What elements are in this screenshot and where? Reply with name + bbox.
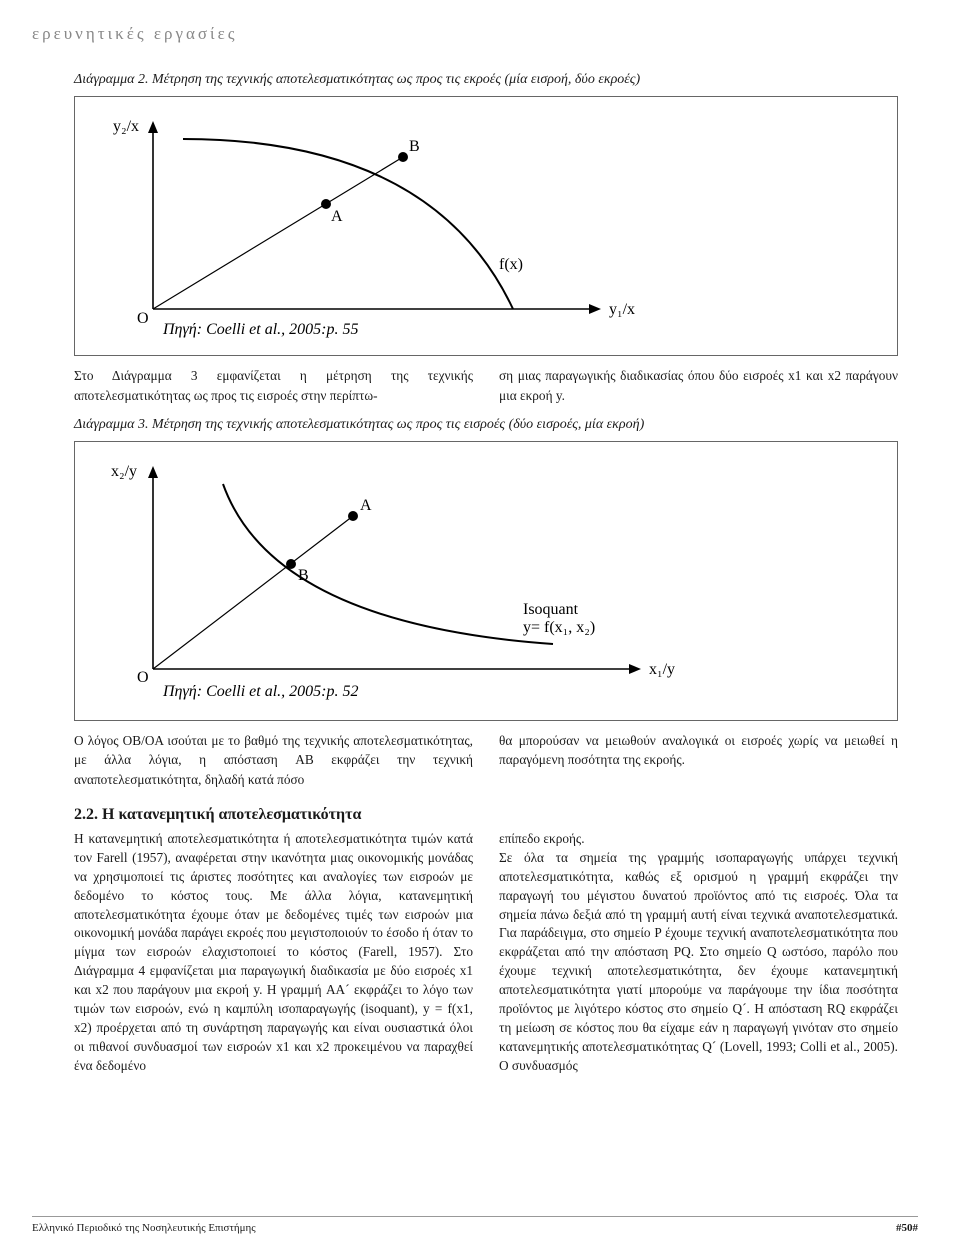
fig2-origin: O [137,310,149,327]
fig3-source: Πηγή: Coelli et al., 2005:p. 52 [162,683,359,700]
section-2-2-title: 2.2. Η κατανεμητική αποτελεσματικότητα [74,803,912,826]
fig3-isoquant-eq: y= f(x₁, x₂) [523,619,595,636]
section-2-2-body: Η κατανεμητική αποτελεσματικότητα ή αποτ… [74,830,898,1075]
fig2-source: Πηγή: Coelli et al., 2005:p. 55 [162,321,359,338]
fig2-xaxis: y₁/x [609,301,635,318]
footer-page-number: #50# [896,1221,918,1237]
para-fig3-right: θα μπορούσαν να μειωθούν αναλογικά οι ει… [499,731,898,789]
figure3-box: x₂/y x₁/y O A B Isoquant y= f(x₁, x₂) Πη… [74,441,898,721]
fig3-xaxis: x₁/y [649,661,675,678]
page-content: Διάγραμμα 2. Μέτρηση της τεχνικής αποτελ… [48,70,912,1075]
section22-left: Η κατανεμητική αποτελεσματικότητα ή αποτ… [74,830,473,1075]
para-after-fig2: Στο Διάγραμμα 3 εμφανίζεται η μέτρηση τη… [74,366,898,405]
para-fig2-left: Στο Διάγραμμα 3 εμφανίζεται η μέτρηση τη… [74,366,473,405]
fig2-yaxis: y₂/x [113,118,139,135]
footer-journal: Ελληνικό Περιοδικό της Νοσηλευτικής Επισ… [32,1221,256,1237]
fig3-origin: O [137,669,149,686]
para-after-fig3: Ο λόγος OB/OA ισούται με το βαθμό της τε… [74,731,898,789]
fig2-curve: f(x) [499,256,523,273]
figure2-svg: y₂/x y₁/x O A B f(x) Πηγή: Coelli et al.… [93,109,873,339]
fig2-pointA: A [331,208,343,225]
figure3-svg: x₂/y x₁/y O A B Isoquant y= f(x₁, x₂) Πη… [93,454,873,704]
page-footer: Ελληνικό Περιοδικό της Νοσηλευτικής Επισ… [32,1216,918,1237]
fig3-isoquant: Isoquant [523,601,579,618]
fig3-pointA: A [360,497,372,514]
para-fig2-right: ση μιας παραγωγικής διαδικασίας όπου δύο… [499,366,898,405]
para-fig3-left: Ο λόγος OB/OA ισούται με το βαθμό της τε… [74,731,473,789]
figure2-box: y₂/x y₁/x O A B f(x) Πηγή: Coelli et al.… [74,96,898,356]
fig3-pointB: B [298,567,309,584]
section22-right: επίπεδο εκροής. Σε όλα τα σημεία της γρα… [499,830,898,1075]
running-header: ερευνητικές εργασίες [32,22,928,47]
fig3-yaxis: x₂/y [111,463,137,480]
figure2-title: Διάγραμμα 2. Μέτρηση της τεχνικής αποτελ… [74,70,912,90]
fig2-pointB: B [409,138,420,155]
figure3-title: Διάγραμμα 3. Μέτρηση της τεχνικής αποτελ… [74,415,912,435]
